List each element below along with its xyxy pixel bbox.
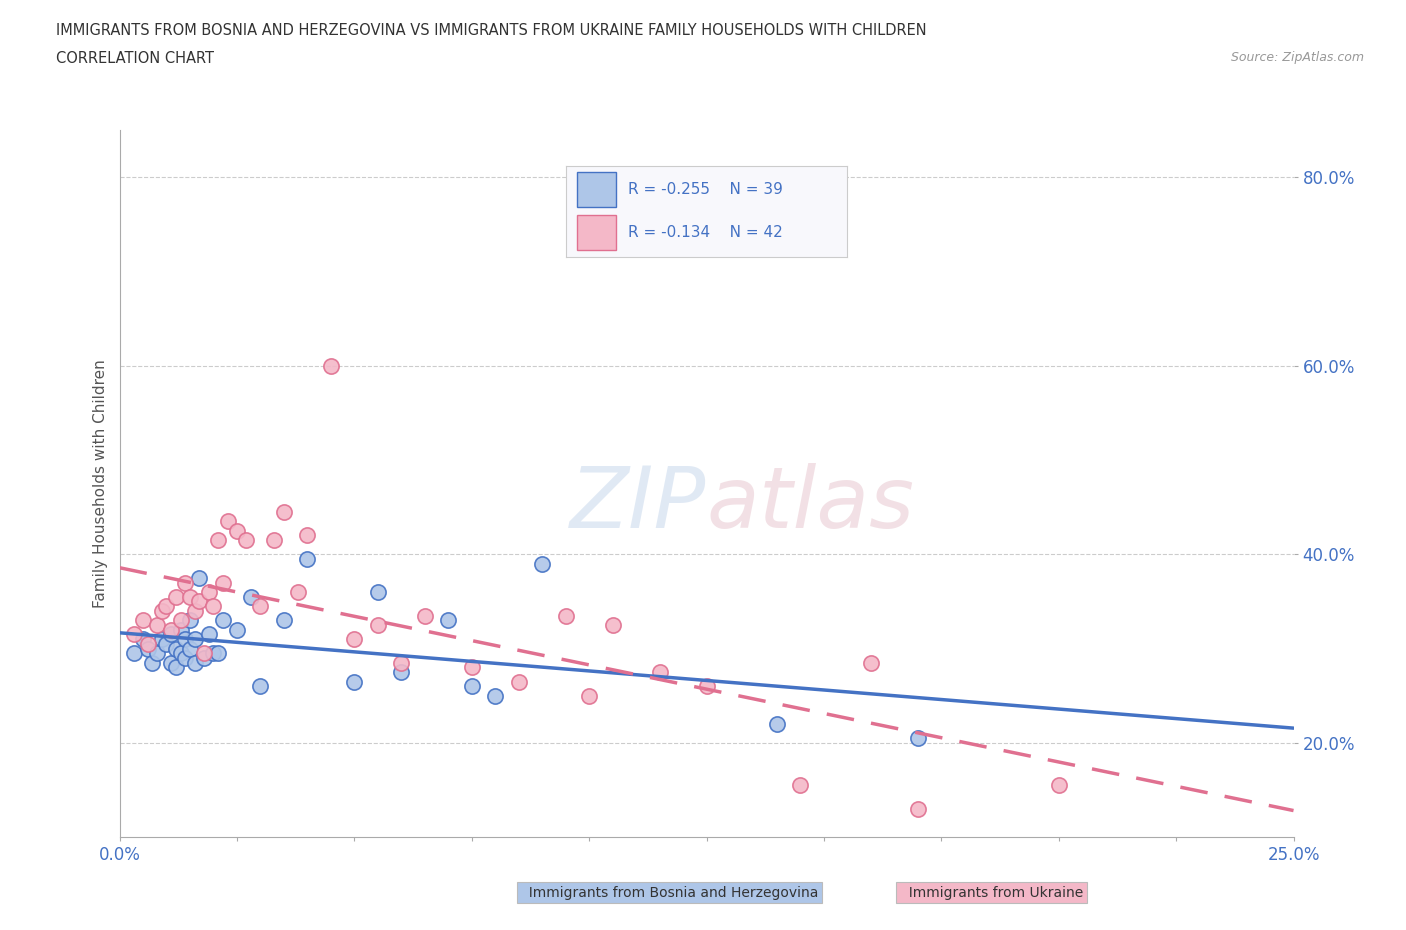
Point: [132, 631, 155, 646]
Point: [122, 627, 145, 642]
Point: [165, 590, 187, 604]
Point: [202, 599, 225, 614]
Point: [273, 504, 295, 519]
Point: [155, 599, 177, 614]
Point: [165, 660, 187, 675]
Point: [169, 613, 191, 628]
Point: [150, 631, 173, 646]
Point: [132, 613, 155, 628]
Point: [179, 613, 201, 628]
Point: [174, 650, 197, 665]
Point: [578, 688, 600, 703]
Point: [554, 608, 576, 623]
Point: [907, 802, 929, 817]
Point: [273, 613, 295, 628]
Point: [155, 636, 177, 651]
Point: [202, 645, 225, 660]
Point: [389, 656, 412, 671]
Point: [225, 622, 249, 637]
Point: [179, 590, 201, 604]
Point: [648, 665, 671, 680]
FancyBboxPatch shape: [576, 172, 616, 206]
Point: [413, 608, 436, 623]
Point: [136, 636, 159, 651]
Point: [240, 590, 263, 604]
Point: [141, 656, 163, 671]
Point: [146, 645, 169, 660]
Point: [531, 556, 554, 571]
Point: [437, 613, 460, 628]
Point: [508, 674, 530, 689]
Point: [160, 622, 183, 637]
Point: [183, 656, 205, 671]
Point: [179, 641, 201, 656]
Point: [766, 716, 789, 731]
Point: [297, 528, 319, 543]
Point: [197, 627, 219, 642]
Point: [249, 599, 271, 614]
Point: [193, 645, 215, 660]
Point: [602, 618, 624, 632]
Point: [207, 645, 229, 660]
Point: [249, 679, 271, 694]
Point: [460, 679, 484, 694]
Point: [297, 551, 319, 566]
Point: [188, 594, 211, 609]
Text: Immigrants from Bosnia and Herzegovina: Immigrants from Bosnia and Herzegovina: [520, 885, 818, 900]
Point: [136, 641, 159, 656]
Point: [183, 604, 205, 618]
Text: ZIP: ZIP: [571, 463, 707, 546]
Point: [146, 618, 169, 632]
Text: R = -0.255    N = 39: R = -0.255 N = 39: [627, 182, 783, 197]
Point: [484, 688, 506, 703]
Point: [193, 650, 215, 665]
Text: atlas: atlas: [707, 463, 914, 546]
Point: [235, 533, 257, 548]
Point: [160, 627, 183, 642]
Point: [907, 731, 929, 746]
Point: [287, 585, 309, 600]
Point: [263, 533, 285, 548]
Text: CORRELATION CHART: CORRELATION CHART: [56, 51, 214, 66]
Point: [225, 524, 249, 538]
Text: IMMIGRANTS FROM BOSNIA AND HERZEGOVINA VS IMMIGRANTS FROM UKRAINE FAMILY HOUSEHO: IMMIGRANTS FROM BOSNIA AND HERZEGOVINA V…: [56, 23, 927, 38]
FancyBboxPatch shape: [576, 215, 616, 250]
Point: [343, 631, 366, 646]
Point: [367, 618, 389, 632]
Point: [859, 656, 882, 671]
Point: [174, 631, 197, 646]
Point: [211, 575, 233, 590]
Point: [207, 533, 229, 548]
Point: [174, 575, 197, 590]
Text: R = -0.134    N = 42: R = -0.134 N = 42: [627, 225, 782, 240]
Text: Immigrants from Ukraine: Immigrants from Ukraine: [900, 885, 1083, 900]
Point: [789, 777, 811, 792]
Point: [169, 622, 191, 637]
Point: [1047, 777, 1070, 792]
Point: [150, 604, 173, 618]
Point: [460, 660, 484, 675]
Point: [217, 514, 239, 529]
Point: [197, 585, 219, 600]
Y-axis label: Family Households with Children: Family Households with Children: [93, 359, 108, 608]
Point: [319, 358, 342, 373]
Point: [367, 585, 389, 600]
Point: [343, 674, 366, 689]
Point: [211, 613, 233, 628]
Point: [169, 645, 191, 660]
Point: [165, 641, 187, 656]
Point: [122, 645, 145, 660]
Point: [160, 656, 183, 671]
Point: [188, 570, 211, 585]
Point: [696, 679, 718, 694]
Text: Source: ZipAtlas.com: Source: ZipAtlas.com: [1230, 51, 1364, 64]
Point: [183, 631, 205, 646]
Point: [389, 665, 412, 680]
